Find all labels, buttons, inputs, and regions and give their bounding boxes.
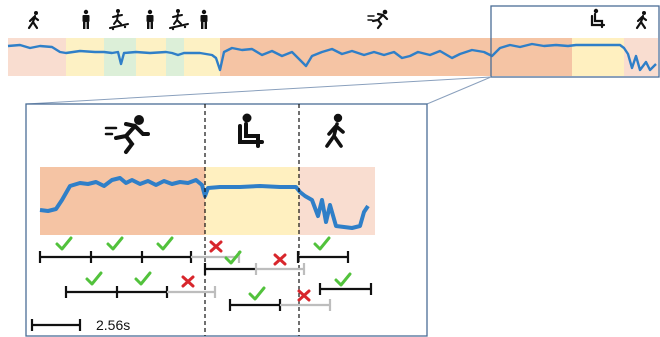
top-icon-skateboard	[109, 9, 129, 31]
top-band-run	[220, 38, 572, 76]
top-icon-skateboard	[169, 9, 189, 31]
zoom-panel-frame	[25, 103, 428, 337]
top-icon-stand	[200, 9, 208, 29]
check-mark-icon	[134, 271, 152, 286]
window-rows	[38, 236, 373, 311]
top-band-stand	[66, 38, 104, 76]
window-segment	[38, 251, 93, 263]
check-mark-icon	[106, 236, 124, 251]
top-band-walk	[8, 38, 66, 76]
check-mark-icon	[313, 236, 331, 251]
cross-mark-icon	[273, 253, 287, 266]
zoom-signal-line	[39, 176, 370, 230]
zoom-band-run	[40, 167, 205, 235]
top-signal-line	[7, 42, 657, 72]
check-mark-icon	[55, 236, 73, 251]
zoom-band-sit	[205, 167, 299, 235]
window-segment	[91, 251, 144, 263]
window-segment	[296, 251, 350, 263]
top-icon-walk	[27, 11, 40, 30]
window-segment	[228, 299, 282, 311]
top-icon-run	[367, 9, 389, 30]
cross-mark-icon	[181, 275, 195, 288]
check-mark-icon	[248, 286, 266, 301]
check-mark-icon	[85, 271, 103, 286]
window-segment	[142, 251, 193, 263]
window-segment	[117, 286, 169, 298]
top-band-board	[166, 38, 184, 76]
top-band-stand	[136, 38, 166, 76]
cross-mark-icon	[209, 240, 223, 253]
zoom-icon-sit	[238, 113, 264, 148]
top-icon-sit	[590, 8, 606, 29]
window-segment	[280, 299, 332, 311]
check-mark-icon	[334, 272, 352, 287]
scale-bar	[30, 319, 82, 331]
zoom-icon-walk	[325, 113, 345, 148]
zoom-connector-right	[426, 76, 492, 105]
scale-bar-label: 2.56s	[96, 317, 130, 333]
top-icon-stand	[82, 9, 90, 29]
top-icon-walk	[635, 11, 648, 30]
top-icon-stand	[146, 9, 154, 29]
zoom-connector-left	[25, 76, 492, 105]
zoom-panel: 2.56s	[25, 103, 428, 337]
top-strip	[7, 5, 660, 78]
zoom-icon-run	[104, 115, 150, 154]
top-band-sit	[572, 38, 624, 76]
cross-mark-icon	[297, 289, 311, 302]
check-mark-icon	[224, 250, 242, 265]
window-segment	[318, 283, 373, 295]
check-mark-icon	[156, 236, 174, 251]
zoom-source-frame	[490, 5, 660, 78]
window-segment	[64, 286, 119, 298]
window-segment	[167, 286, 217, 298]
window-segment	[203, 263, 256, 275]
window-segment	[254, 263, 306, 275]
